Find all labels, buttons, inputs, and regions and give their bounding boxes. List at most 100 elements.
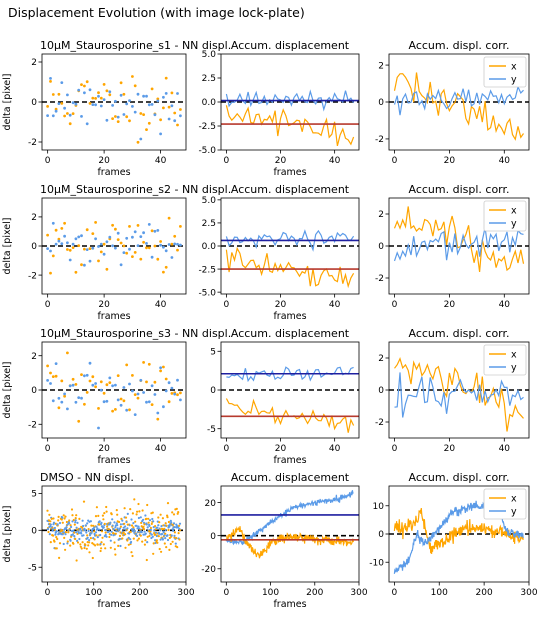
data-point	[168, 548, 171, 552]
data-point	[130, 528, 134, 531]
data-point	[132, 528, 135, 531]
data-point	[118, 520, 121, 524]
data-point	[99, 542, 102, 546]
data-point	[91, 383, 95, 387]
data-point	[159, 240, 163, 243]
figure-title: Displacement Evolution (with image lock-…	[8, 5, 305, 20]
data-point	[147, 223, 151, 226]
data-point	[54, 374, 58, 378]
data-point	[55, 530, 58, 533]
data-point	[133, 413, 137, 416]
data-point	[147, 521, 150, 524]
data-point	[158, 532, 161, 535]
data-point	[145, 523, 148, 526]
data-point	[142, 240, 146, 244]
series-line-x	[225, 526, 354, 559]
data-point	[77, 396, 81, 399]
data-point	[136, 527, 139, 530]
y-tick-label: 2	[378, 210, 384, 220]
data-point	[99, 104, 103, 108]
series-line-x	[393, 508, 524, 554]
data-point	[85, 80, 89, 84]
x-tick-label: 0	[45, 300, 51, 310]
legend-box	[483, 200, 527, 232]
data-point	[81, 519, 84, 522]
y-axis-label: delta [pixel]	[2, 218, 13, 275]
data-point	[101, 536, 104, 539]
data-point	[61, 516, 64, 519]
data-point	[78, 517, 81, 521]
data-point	[150, 255, 154, 259]
data-point	[91, 246, 95, 250]
legend-label-y: y	[511, 74, 517, 85]
data-point	[172, 513, 176, 516]
data-point	[138, 510, 141, 513]
data-point	[142, 94, 146, 98]
data-point	[147, 517, 150, 520]
x-tick-label: 300	[177, 588, 194, 598]
data-point	[122, 531, 125, 534]
y-tick-label: 10	[373, 502, 385, 512]
data-point	[144, 514, 147, 517]
x-tick-label: 20	[275, 444, 287, 454]
data-point	[52, 521, 56, 524]
data-point	[97, 259, 100, 263]
data-point	[73, 523, 76, 526]
data-point	[114, 553, 117, 556]
data-point	[49, 525, 52, 528]
legend-box	[483, 56, 527, 88]
x-tick-label: 0	[392, 156, 398, 166]
data-point	[54, 362, 58, 365]
data-point	[152, 520, 155, 523]
data-point	[148, 534, 151, 538]
data-point	[153, 244, 157, 248]
data-point	[166, 502, 170, 505]
legend-label-x: x	[511, 493, 517, 504]
plot-area	[42, 216, 186, 275]
data-point	[131, 512, 134, 515]
data-point	[142, 391, 146, 394]
data-point	[85, 373, 89, 377]
data-point	[125, 408, 129, 412]
legend: xy	[483, 344, 527, 376]
data-point	[88, 88, 92, 92]
data-point	[118, 534, 122, 538]
data-point	[109, 539, 112, 542]
data-point	[63, 392, 66, 396]
data-point	[146, 541, 149, 544]
data-point	[60, 102, 64, 105]
legend: xy	[483, 488, 527, 520]
data-point	[173, 119, 177, 123]
data-point	[170, 242, 174, 246]
data-point	[176, 378, 179, 382]
data-point	[156, 417, 160, 421]
data-point	[62, 514, 65, 517]
data-point	[133, 230, 137, 234]
data-point	[60, 518, 63, 521]
data-point	[68, 522, 71, 525]
data-point	[154, 531, 158, 534]
data-point	[131, 554, 134, 558]
data-point	[103, 522, 106, 526]
data-point	[166, 534, 169, 537]
data-point	[142, 231, 146, 235]
data-point	[85, 547, 88, 550]
data-point	[108, 381, 112, 384]
data-point	[159, 118, 163, 122]
data-point	[159, 529, 162, 532]
data-point	[155, 534, 158, 538]
data-point	[97, 91, 100, 95]
data-point	[124, 525, 127, 528]
data-point	[77, 244, 81, 248]
data-point	[96, 527, 99, 530]
x-tick-label: 0	[224, 300, 230, 310]
data-point	[66, 93, 69, 97]
panel-title: Accum. displ. corr.	[408, 183, 509, 196]
data-point	[139, 257, 143, 261]
data-point	[90, 524, 93, 527]
data-point	[116, 374, 120, 377]
y-tick-label: -2	[375, 135, 384, 145]
data-point	[142, 518, 145, 521]
x-tick-label: 0	[392, 300, 398, 310]
